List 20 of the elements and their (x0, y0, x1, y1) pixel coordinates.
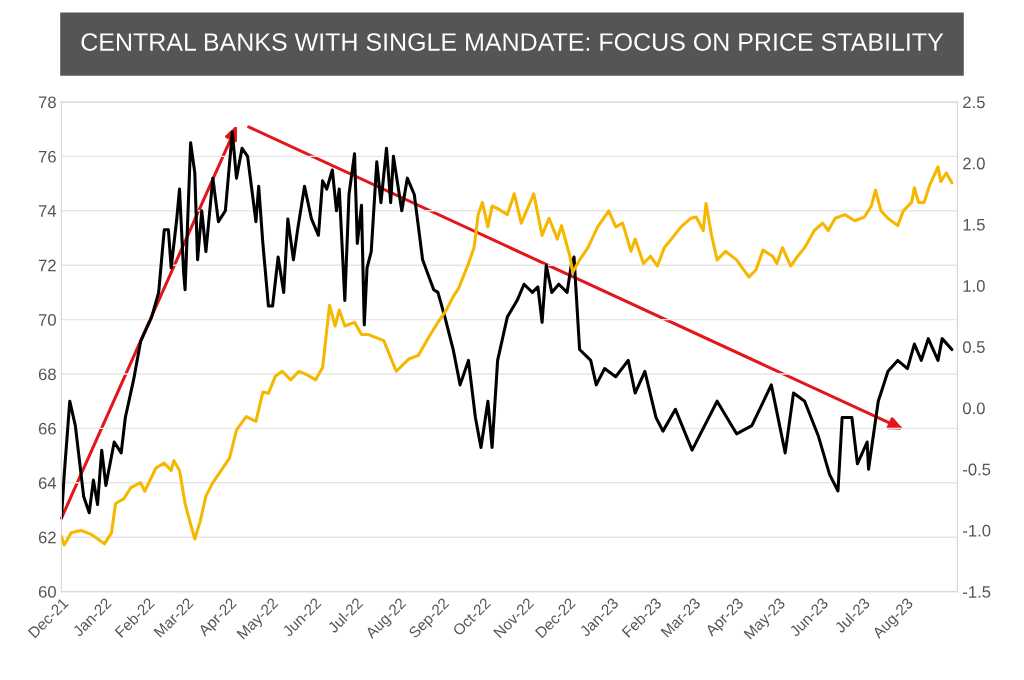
y2-tick-label: 0.5 (962, 341, 985, 353)
y-tick-label: 78 (38, 96, 56, 109)
y2-tick-label: 0.0 (962, 402, 985, 415)
y2-tick-label: -1.0 (963, 524, 991, 537)
y-tick-label: 62 (38, 531, 56, 544)
y2-tick-label: 2.0 (963, 157, 985, 170)
chart-title: CENTRAL BANKS WITH SINGLE MANDATE: FOCUS ON PRICE STABILITY (81, 33, 944, 51)
y2-tick-label: 1.5 (963, 218, 985, 231)
y-tick-label: 70 (38, 314, 56, 326)
y-tick-label: 64 (38, 477, 57, 489)
y2-tick-label: -0.5 (963, 463, 991, 476)
y-tick-label: 76 (38, 150, 56, 163)
y-tick-label: 68 (38, 368, 56, 381)
y2-tick-label: 2.5 (963, 96, 985, 109)
y-tick-label: 72 (38, 259, 56, 272)
y2-tick-label: -1.5 (963, 586, 991, 598)
y2-tick-label: 1.0 (963, 280, 985, 292)
y-tick-label: 66 (38, 422, 56, 435)
y-tick-label: 60 (38, 586, 56, 598)
y-tick-label: 74 (38, 205, 57, 217)
